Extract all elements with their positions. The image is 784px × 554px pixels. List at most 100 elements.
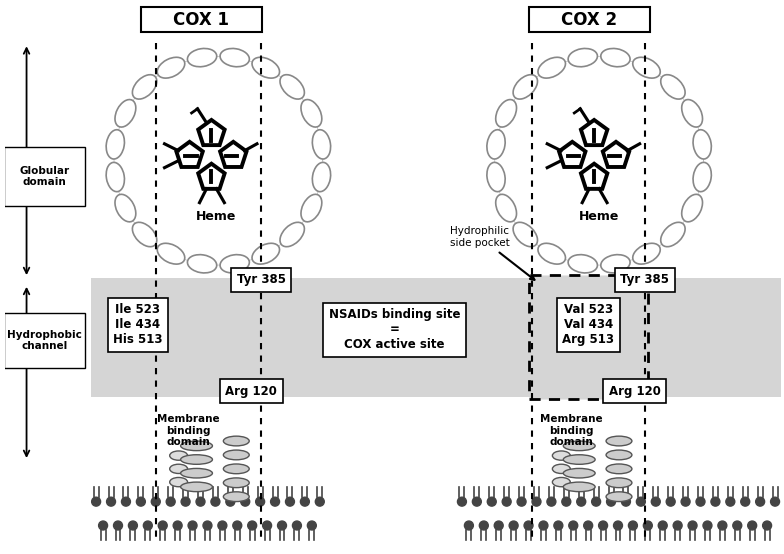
Circle shape (143, 521, 152, 530)
Ellipse shape (301, 194, 321, 222)
Ellipse shape (487, 130, 505, 159)
Circle shape (107, 497, 115, 506)
Text: Ile 523
Ile 434
His 513: Ile 523 Ile 434 His 513 (113, 303, 162, 346)
Circle shape (307, 521, 316, 530)
Circle shape (278, 521, 286, 530)
Circle shape (270, 497, 280, 506)
Circle shape (688, 521, 697, 530)
Circle shape (158, 521, 167, 530)
Circle shape (592, 497, 601, 506)
Text: Hydrophilic
side pocket: Hydrophilic side pocket (450, 227, 535, 280)
Ellipse shape (169, 451, 187, 460)
Ellipse shape (487, 162, 505, 192)
Ellipse shape (312, 130, 331, 159)
Ellipse shape (115, 100, 136, 127)
Circle shape (554, 521, 563, 530)
Ellipse shape (180, 455, 212, 464)
Ellipse shape (223, 464, 249, 474)
Ellipse shape (568, 255, 597, 273)
Ellipse shape (606, 492, 632, 501)
Circle shape (673, 521, 682, 530)
FancyBboxPatch shape (528, 275, 648, 399)
Ellipse shape (301, 100, 321, 127)
Circle shape (629, 521, 637, 530)
Circle shape (457, 497, 466, 506)
Ellipse shape (312, 162, 331, 192)
Circle shape (644, 521, 652, 530)
Circle shape (503, 497, 511, 506)
Text: Hydrophobic
channel: Hydrophobic channel (7, 330, 82, 351)
Circle shape (494, 521, 503, 530)
Circle shape (211, 497, 220, 506)
Ellipse shape (115, 194, 136, 222)
Ellipse shape (661, 222, 685, 247)
Ellipse shape (538, 57, 565, 78)
Ellipse shape (606, 450, 632, 460)
Ellipse shape (223, 450, 249, 460)
Circle shape (315, 497, 325, 506)
Circle shape (226, 497, 234, 506)
Circle shape (652, 497, 660, 506)
Ellipse shape (180, 482, 212, 491)
Circle shape (666, 497, 675, 506)
Text: Heme: Heme (196, 211, 237, 223)
FancyBboxPatch shape (4, 313, 85, 368)
Circle shape (479, 521, 488, 530)
Circle shape (517, 497, 526, 506)
Circle shape (718, 521, 727, 530)
Circle shape (524, 521, 533, 530)
Circle shape (568, 521, 578, 530)
Circle shape (622, 497, 630, 506)
Circle shape (539, 521, 548, 530)
Ellipse shape (158, 243, 185, 264)
Circle shape (300, 497, 310, 506)
Circle shape (241, 497, 250, 506)
Ellipse shape (606, 478, 632, 488)
Ellipse shape (187, 255, 216, 273)
Circle shape (196, 497, 205, 506)
Circle shape (741, 497, 750, 506)
Circle shape (614, 521, 622, 530)
Text: Arg 120: Arg 120 (609, 385, 661, 398)
Ellipse shape (169, 464, 187, 474)
Ellipse shape (693, 130, 711, 159)
Text: Globular
domain: Globular domain (20, 166, 70, 187)
Circle shape (726, 497, 735, 506)
Ellipse shape (223, 436, 249, 446)
Circle shape (473, 497, 481, 506)
Circle shape (173, 521, 182, 530)
Ellipse shape (682, 194, 702, 222)
Circle shape (248, 521, 256, 530)
Circle shape (99, 521, 107, 530)
Ellipse shape (564, 455, 595, 464)
Circle shape (285, 497, 295, 506)
Ellipse shape (553, 464, 570, 474)
Ellipse shape (606, 436, 632, 446)
Circle shape (659, 521, 667, 530)
Text: COX 2: COX 2 (561, 11, 617, 29)
Ellipse shape (252, 57, 280, 78)
Circle shape (771, 497, 779, 506)
Circle shape (711, 497, 720, 506)
Circle shape (166, 497, 175, 506)
Ellipse shape (568, 49, 597, 66)
Circle shape (733, 521, 742, 530)
Circle shape (218, 521, 227, 530)
Ellipse shape (564, 441, 595, 450)
Circle shape (203, 521, 212, 530)
Text: Heme: Heme (579, 211, 619, 223)
Text: NSAIDs binding site
=
COX active site: NSAIDs binding site = COX active site (328, 308, 460, 351)
Circle shape (599, 521, 608, 530)
Text: Arg 120: Arg 120 (225, 385, 277, 398)
Ellipse shape (661, 75, 685, 99)
Ellipse shape (132, 75, 157, 99)
Ellipse shape (513, 222, 538, 247)
Circle shape (92, 497, 100, 506)
Text: Membrane
binding
domain: Membrane binding domain (540, 414, 603, 448)
Ellipse shape (280, 222, 304, 247)
Circle shape (696, 497, 705, 506)
Ellipse shape (220, 49, 249, 66)
Circle shape (488, 497, 496, 506)
Ellipse shape (633, 57, 660, 78)
FancyBboxPatch shape (528, 7, 650, 33)
